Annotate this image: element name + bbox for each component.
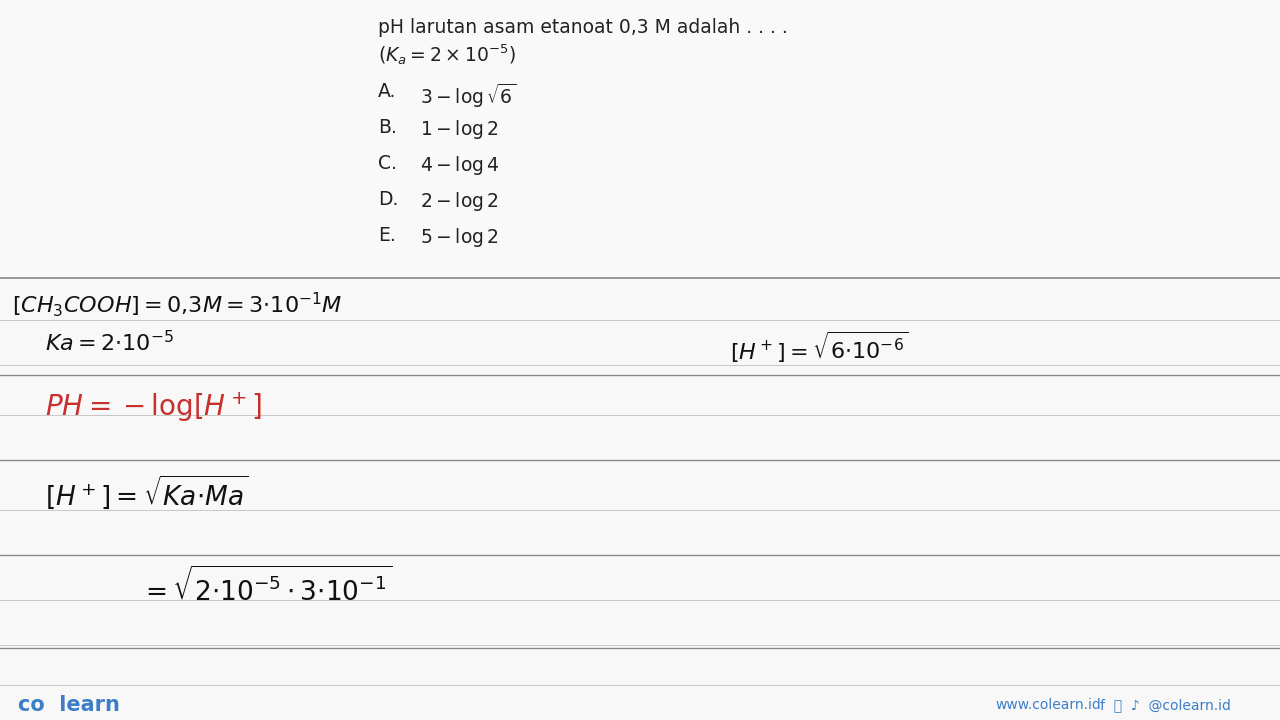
Text: $2 - \log 2$: $2 - \log 2$ bbox=[420, 190, 499, 213]
Text: $5 - \log 2$: $5 - \log 2$ bbox=[420, 226, 499, 249]
Text: $[H^+] = \sqrt{Ka{\cdot}Ma}$: $[H^+] = \sqrt{Ka{\cdot}Ma}$ bbox=[45, 473, 248, 510]
Text: $(K_a = 2 \times 10^{-5})$: $(K_a = 2 \times 10^{-5})$ bbox=[378, 42, 516, 67]
Text: $= \sqrt{2{\cdot}10^{-5} \cdot 3{\cdot}10^{-1}}$: $= \sqrt{2{\cdot}10^{-5} \cdot 3{\cdot}1… bbox=[140, 568, 392, 607]
Text: $1 - \log 2$: $1 - \log 2$ bbox=[420, 118, 499, 141]
Text: E.: E. bbox=[378, 226, 396, 245]
Text: $Ka = 2{\cdot}10^{-5}$: $Ka = 2{\cdot}10^{-5}$ bbox=[45, 330, 174, 355]
Text: f  ⓞ  ♪  @colearn.id: f ⓞ ♪ @colearn.id bbox=[1100, 698, 1231, 712]
Text: $3 - \log \sqrt{6}$: $3 - \log \sqrt{6}$ bbox=[420, 82, 516, 110]
Text: $[CH_3COOH] = 0{,}3M = 3{\cdot}10^{-1}M$: $[CH_3COOH] = 0{,}3M = 3{\cdot}10^{-1}M$ bbox=[12, 290, 343, 319]
Text: B.: B. bbox=[378, 118, 397, 137]
Text: A.: A. bbox=[378, 82, 397, 101]
Bar bbox=[0, 0, 1280, 280]
Text: $PH = -\log [H^+]$: $PH = -\log [H^+]$ bbox=[45, 390, 262, 424]
Text: co  learn: co learn bbox=[18, 695, 120, 715]
Text: pH larutan asam etanoat 0,3 M adalah . . . .: pH larutan asam etanoat 0,3 M adalah . .… bbox=[378, 18, 787, 37]
Text: www.colearn.id: www.colearn.id bbox=[995, 698, 1101, 712]
Text: $4 - \log 4$: $4 - \log 4$ bbox=[420, 154, 499, 177]
Text: D.: D. bbox=[378, 190, 398, 209]
Text: C.: C. bbox=[378, 154, 397, 173]
Text: $[H^+] = \sqrt{6{\cdot}10^{-6}}$: $[H^+] = \sqrt{6{\cdot}10^{-6}}$ bbox=[730, 330, 909, 365]
